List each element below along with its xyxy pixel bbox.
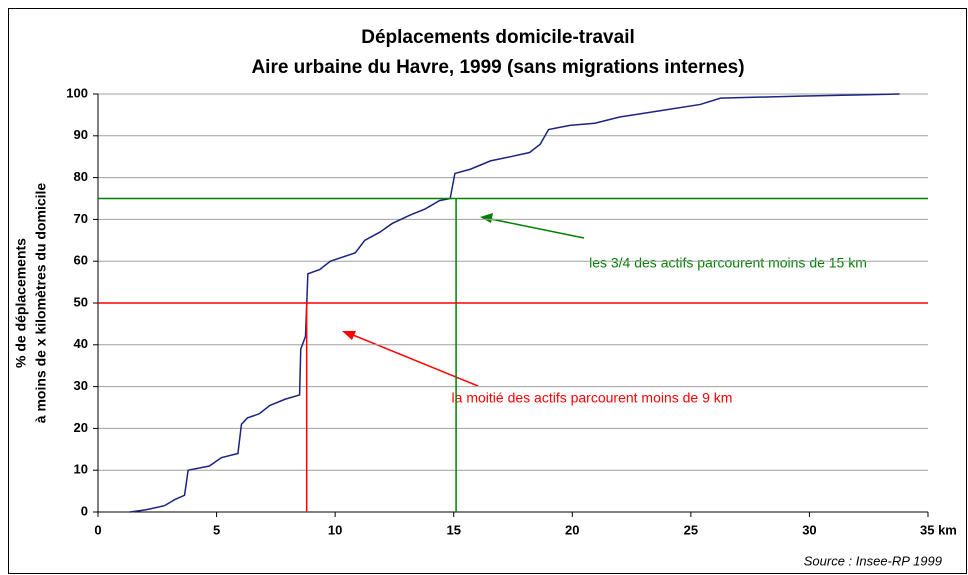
y-tick-label: 10: [74, 462, 88, 477]
y-axis-label: % de déplacements: [13, 238, 29, 368]
x-tick-label: 20: [565, 522, 579, 537]
y-tick-label: 40: [74, 336, 88, 351]
y-axis-label: à moins de x kilomètres du domicile: [33, 183, 49, 424]
y-tick-label: 30: [74, 378, 88, 393]
y-tick-label: 20: [74, 420, 88, 435]
y-tick-label: 80: [74, 169, 88, 184]
y-tick-label: 50: [74, 294, 88, 309]
arrows: [342, 213, 585, 387]
y-tick-label: 0: [81, 503, 88, 518]
annotation: les 3/4 des actifs parcourent moins de 1…: [589, 255, 867, 271]
chart-title: Déplacements domicile-travail: [361, 27, 635, 48]
x-tick-label: 0: [94, 522, 101, 537]
x-tick-label: 5: [213, 522, 220, 537]
y-tick-label: 70: [74, 211, 88, 226]
annotation: la moitié des actifs parcourent moins de…: [452, 390, 733, 406]
y-tick-label: 90: [74, 127, 88, 142]
x-tick-label: 15: [446, 522, 460, 537]
chart-frame: [8, 8, 967, 574]
x-tick-label: 25: [684, 522, 698, 537]
y-tick-label: 100: [66, 85, 88, 100]
x-tick-label: 30: [802, 522, 816, 537]
data-line: [129, 93, 900, 513]
x-tick-label: 10: [328, 522, 342, 537]
chart-title: Aire urbaine du Havre, 1999 (sans migrat…: [251, 57, 744, 78]
y-tick-label: 60: [74, 253, 88, 268]
source-note: Source : Insee-RP 1999: [804, 553, 942, 568]
x-tick-label: 35 km: [920, 522, 957, 537]
